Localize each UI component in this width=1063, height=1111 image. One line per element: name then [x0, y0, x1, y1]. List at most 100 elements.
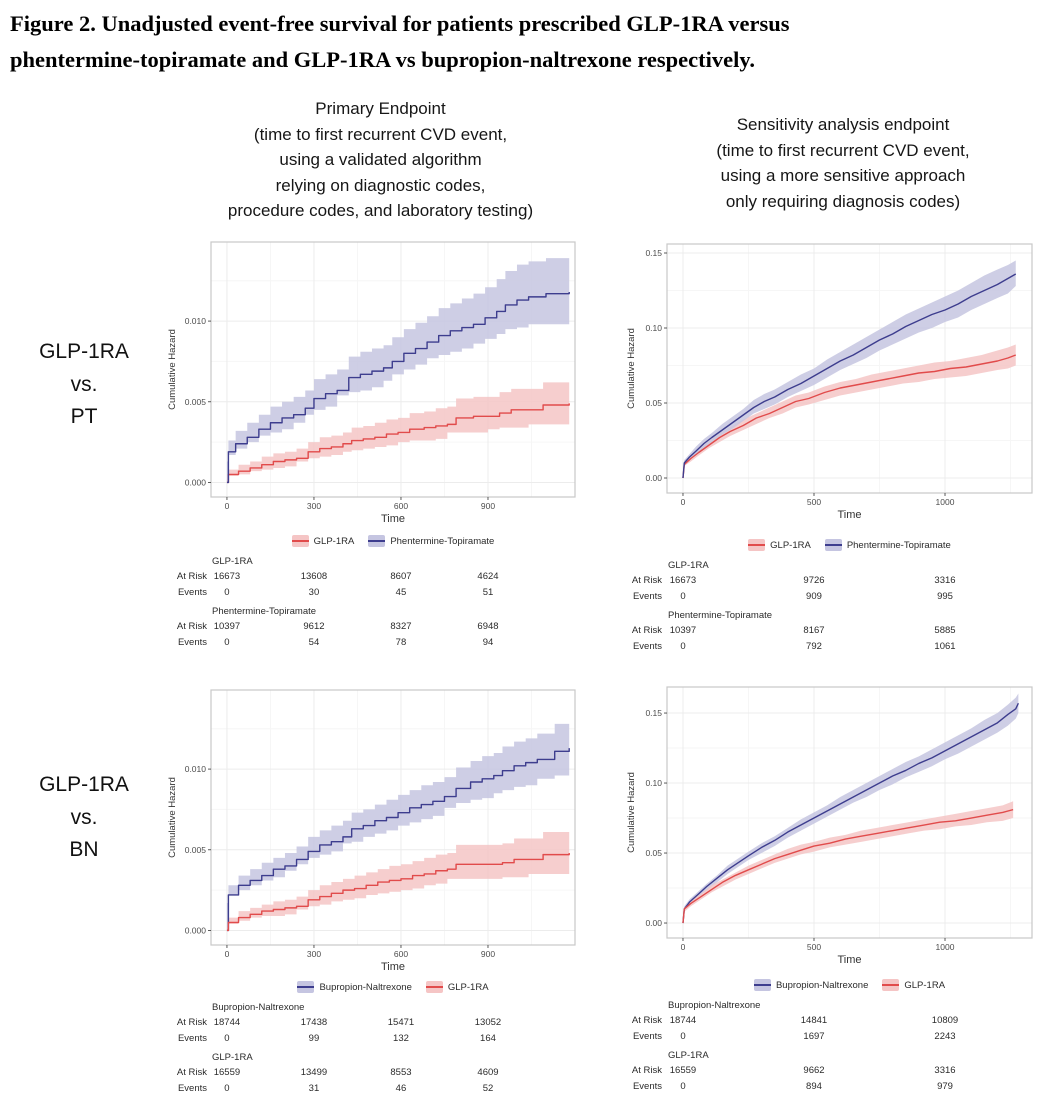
risk-value: 46: [395, 1083, 407, 1094]
x-tick-label: 600: [394, 501, 408, 511]
risk-value: 17438: [300, 1017, 328, 1028]
x-axis-label: Time: [381, 961, 405, 973]
risk-value: 4609: [477, 1067, 499, 1078]
x-tick-label: 0: [681, 942, 686, 952]
risk-row: At Risk 18744 17438 15471 13052: [163, 1015, 585, 1031]
column-header-primary-endpoint: Primary Endpoint (time to first recurrent…: [168, 96, 593, 224]
risk-row: At Risk 16559 13499 8553 4609: [163, 1065, 585, 1081]
risk-value: 8327: [390, 621, 412, 632]
risk-value: 14841: [800, 1015, 828, 1026]
x-axis-label: Time: [837, 509, 861, 521]
y-tick-label: 0.05: [645, 848, 662, 858]
chart-legend: GLP-1RA Phentermine-Topiramate: [667, 538, 1032, 552]
y-tick-label: 0.005: [185, 397, 207, 407]
legend-key-icon: [824, 539, 842, 551]
legend-key-line-icon: [748, 544, 766, 546]
risk-row-label: At Risk: [631, 575, 662, 586]
risk-row: At Risk 16673 9726 3316: [622, 573, 1060, 589]
risk-value: 979: [937, 1081, 953, 1092]
hazard-line-GLP-1RA: [226, 853, 570, 932]
legend-key-line-icon: [882, 984, 900, 986]
risk-row: Events 0 894 979: [622, 1079, 1060, 1095]
legend-item: GLP-1RA: [425, 981, 489, 993]
legend-item: GLP-1RA: [882, 979, 945, 991]
risk-value: 0: [680, 1081, 686, 1092]
risk-value: 94: [482, 637, 494, 648]
risk-value: 13608: [300, 571, 328, 582]
risk-value: 9612: [303, 621, 325, 632]
risk-value: 30: [308, 587, 320, 598]
y-axis-label: Cumulative Hazard: [626, 772, 637, 853]
y-tick-label: 0.010: [185, 764, 207, 774]
risk-value: 45: [395, 587, 407, 598]
ci-band-Bupropion-Naltrexone: [682, 693, 1019, 924]
risk-value: 8607: [390, 571, 412, 582]
risk-value: 10809: [931, 1015, 959, 1026]
risk-group-header: Bupropion-Naltrexone: [212, 1002, 305, 1013]
risk-value: 10397: [213, 621, 241, 632]
legend-key-line-icon: [368, 540, 386, 542]
risk-group-header: GLP-1RA: [212, 1052, 253, 1063]
risk-value: 18744: [213, 1017, 241, 1028]
risk-value: 52: [482, 1083, 494, 1094]
risk-value: 0: [224, 1033, 230, 1044]
legend-key-line-icon: [425, 986, 443, 988]
column-header-sensitivity-endpoint: Sensitivity analysis endpoint (time to fi…: [628, 112, 1058, 214]
risk-value: 16673: [669, 575, 697, 586]
y-tick-label: 0.00: [645, 918, 662, 928]
legend-risk-table-primary-glp1ra-vs-pt: GLP-1RA Phentermine-Topiramate GLP-1RA At R…: [163, 532, 585, 672]
risk-value: 0: [680, 641, 686, 652]
risk-group-header: GLP-1RA: [668, 560, 709, 571]
risk-value: 0: [224, 637, 230, 648]
chart-legend: GLP-1RA Phentermine-Topiramate: [211, 534, 575, 548]
legend-item: Phentermine-Topiramate: [824, 539, 951, 551]
x-tick-label: 500: [807, 497, 821, 507]
chart-primary-glp1ra-vs-pt: 0 300 600 900 0.000 0.005 0.010 Time Cumulative …: [163, 235, 585, 527]
risk-value: 99: [308, 1033, 320, 1044]
hazard-line-GLP-1RA: [226, 403, 570, 484]
risk-row: Events 0 54 78 94: [163, 635, 585, 651]
risk-value: 8553: [390, 1067, 412, 1078]
risk-group-header: Bupropion-Naltrexone: [668, 1000, 761, 1011]
risk-row: At Risk 10397 9612 8327 6948: [163, 619, 585, 635]
text-line: procedure codes, and laboratory testing): [227, 201, 534, 220]
legend-label: GLP-1RA: [904, 979, 946, 991]
risk-value: 1697: [803, 1031, 825, 1042]
y-tick-label: 0.05: [645, 398, 662, 408]
risk-value: 132: [393, 1033, 409, 1044]
plot-panel-border: [666, 243, 1033, 494]
legend-item: Bupropion-Naltrexone: [753, 979, 868, 991]
legend-key-icon: [425, 981, 443, 993]
legend-item: GLP-1RA: [748, 539, 811, 551]
chart-sensitivity-glp1ra-vs-pt: 0 500 1000 0.00 0.05 0.10 0.15 Time Cumulative H…: [622, 238, 1060, 530]
legend-item: Phentermine-Topiramate: [368, 535, 494, 547]
legend-key-icon: [748, 539, 766, 551]
legend-key-line-icon: [297, 986, 315, 988]
risk-value: 792: [806, 641, 822, 652]
legend-label: Phentermine-Topiramate: [846, 539, 951, 551]
risk-row-label: Events: [177, 637, 207, 648]
text-line: phentermine-topiramate and GLP-1RA vs bu…: [10, 46, 755, 72]
risk-value: 3316: [934, 1065, 956, 1076]
x-tick-label: 1000: [936, 497, 955, 507]
text-line: using a more sensitive approach: [720, 166, 966, 185]
y-axis-label: Cumulative Hazard: [167, 329, 178, 410]
text-line: vs.: [70, 372, 98, 396]
legend-key-icon: [297, 981, 315, 993]
plot-panel-border: [666, 686, 1033, 939]
risk-value: 894: [806, 1081, 822, 1092]
legend-label: GLP-1RA: [770, 539, 811, 551]
hazard-line-Phentermine-Topiramate: [226, 292, 570, 484]
risk-row-label: At Risk: [631, 625, 662, 636]
legend-key-line-icon: [291, 540, 309, 542]
plot-panel-border: [210, 689, 576, 946]
legend-key-line-icon: [824, 544, 842, 546]
ci-band-GLP-1RA: [226, 828, 570, 931]
risk-value: 0: [680, 591, 686, 602]
risk-row-label: Events: [632, 1081, 662, 1092]
chart-primary-glp1ra-vs-bn: 0 300 600 900 0.000 0.005 0.010 Time Cumulative …: [163, 683, 585, 975]
x-tick-label: 300: [307, 949, 321, 959]
risk-value: 13052: [474, 1017, 502, 1028]
y-axis-label: Cumulative Hazard: [167, 777, 178, 858]
